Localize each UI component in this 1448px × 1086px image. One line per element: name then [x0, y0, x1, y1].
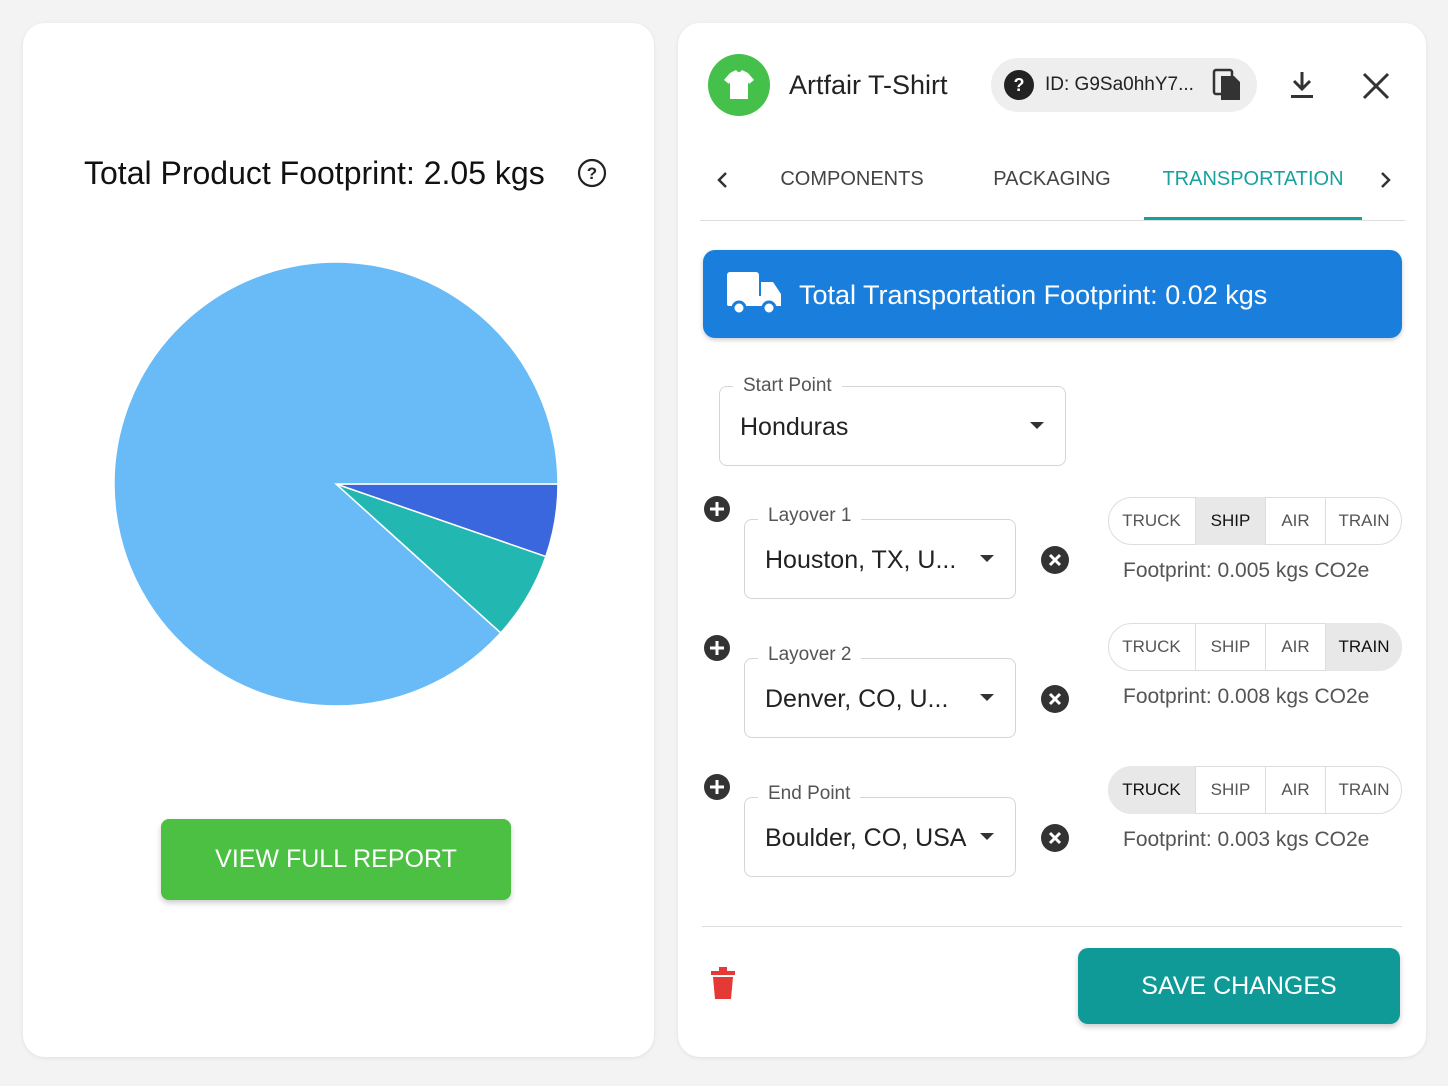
mode-option[interactable]: TRAIN: [1325, 766, 1402, 814]
help-icon: ?: [1004, 70, 1034, 100]
svg-text:?: ?: [1014, 75, 1025, 95]
add-icon[interactable]: [704, 774, 730, 800]
leg-box[interactable]: [744, 519, 1016, 599]
product-logo: [708, 54, 770, 116]
add-icon[interactable]: [704, 496, 730, 522]
mode-option[interactable]: TRAIN: [1325, 623, 1402, 671]
help-icon: ?: [577, 158, 607, 188]
dropdown-caret: [980, 555, 994, 562]
leg-label: Layover 1: [758, 505, 862, 527]
tab-indicator: [1144, 217, 1362, 220]
start-label: Start Point: [733, 375, 842, 397]
dropdown-caret: [980, 833, 994, 840]
mode-option[interactable]: TRUCK: [1122, 511, 1181, 530]
mode-option[interactable]: SHIP: [1195, 497, 1265, 545]
footer-divider: [702, 926, 1402, 927]
tab-next[interactable]: [1380, 171, 1392, 189]
leg-label: Layover 2: [758, 644, 862, 666]
mode-option[interactable]: TRUCK: [1122, 637, 1181, 656]
leg-footprint: Footprint: 0.005 kgs CO2e: [1123, 559, 1370, 582]
tab[interactable]: PACKAGING: [993, 168, 1111, 190]
leg-footprint: Footprint: 0.008 kgs CO2e: [1123, 685, 1370, 708]
mode-option[interactable]: TRUCK: [1108, 766, 1195, 814]
tab-divider: [700, 220, 1405, 221]
banner-text: Total Transportation Footprint: 0.02 kgs: [799, 280, 1268, 310]
download-icon[interactable]: [1289, 70, 1315, 100]
pie-slice: [113, 261, 559, 707]
save-button[interactable]: SAVE CHANGES: [1078, 948, 1400, 1024]
remove-icon[interactable]: [1041, 546, 1069, 574]
dropdown-caret: [980, 694, 994, 701]
copy-icon[interactable]: [1212, 68, 1242, 102]
product-id: ID: G9Sa0hhY7...: [1045, 74, 1194, 95]
truck-icon: [727, 272, 781, 316]
add-icon[interactable]: [704, 635, 730, 661]
id-pill: [991, 58, 1257, 112]
leg-value: Denver, CO, U...: [765, 685, 949, 713]
banner: [703, 250, 1402, 338]
mode-option[interactable]: TRAIN: [1325, 497, 1402, 545]
product-name: Artfair T-Shirt: [789, 70, 948, 100]
report-button[interactable]: VIEW FULL REPORT: [161, 819, 511, 900]
close-icon[interactable]: [1362, 72, 1390, 100]
remove-icon[interactable]: [1041, 824, 1069, 852]
tab[interactable]: COMPONENTS: [780, 168, 924, 190]
svg-text:?: ?: [587, 164, 597, 183]
start-box[interactable]: [719, 386, 1066, 466]
leg-label: End Point: [758, 783, 861, 805]
mode-option[interactable]: SHIP: [1195, 623, 1265, 671]
mode-option[interactable]: AIR: [1265, 766, 1325, 814]
dropdown-caret: [1030, 422, 1044, 429]
mode-option[interactable]: SHIP: [1195, 766, 1265, 814]
tab-prev[interactable]: [716, 171, 728, 189]
pie-title: Total Product Footprint: 2.05 kgs: [84, 155, 545, 191]
leg-value: Houston, TX, U...: [765, 546, 957, 574]
leg-footprint: Footprint: 0.003 kgs CO2e: [1123, 828, 1370, 851]
tab[interactable]: TRANSPORTATION: [1162, 168, 1344, 190]
leg-box[interactable]: [744, 797, 1016, 877]
start-value: Honduras: [740, 413, 849, 441]
remove-icon[interactable]: [1041, 685, 1069, 713]
mode-option[interactable]: AIR: [1265, 623, 1325, 671]
mode-option[interactable]: AIR: [1265, 497, 1325, 545]
delete-icon[interactable]: [711, 967, 735, 1001]
leg-value: Boulder, CO, USA: [765, 824, 967, 852]
leg-box[interactable]: [744, 658, 1016, 738]
editor-card: [678, 23, 1426, 1057]
